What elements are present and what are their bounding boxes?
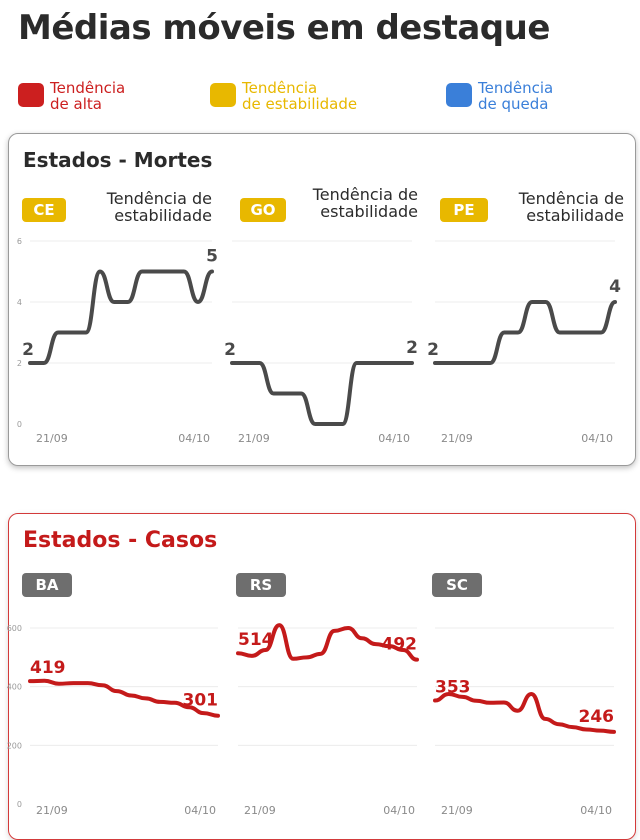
x-tick-label-ba-start: 21/09 xyxy=(36,804,68,817)
x-tick-label-rs-end: 04/10 xyxy=(383,804,415,817)
x-tick-label-sc-start: 21/09 xyxy=(441,804,473,817)
legend-label-estabilidade: Tendência de estabilidade xyxy=(242,79,358,113)
cases-panel-title: Estados - Casos xyxy=(23,528,218,553)
series-line-ce xyxy=(28,269,214,366)
deaths-panel: Estados - Mortes xyxy=(8,133,636,466)
legend-swatch-queda xyxy=(446,83,472,107)
end-value-label-ba: 301 xyxy=(183,691,219,711)
end-value-label-ce: 5 xyxy=(206,247,218,267)
x-tick-label-ba-end: 04/10 xyxy=(184,804,216,817)
y-tick-label-ba-400: 400 xyxy=(7,683,22,692)
series-line-go xyxy=(230,361,414,426)
start-value-label-go: 2 xyxy=(224,340,236,360)
badge-go: GO xyxy=(240,198,286,222)
badge-sc: SC xyxy=(432,573,482,597)
x-tick-label-go-start: 21/09 xyxy=(238,432,270,445)
y-tick-label-ce-0: 0 xyxy=(17,420,22,429)
series-line-sc xyxy=(433,692,616,734)
x-tick-label-go-end: 04/10 xyxy=(378,432,410,445)
x-tick-label-ce-end: 04/10 xyxy=(178,432,210,445)
x-tick-label-rs-start: 21/09 xyxy=(244,804,276,817)
y-tick-label-ba-200: 200 xyxy=(7,741,22,750)
legend-label-alta: Tendência de alta xyxy=(50,79,126,113)
legend-label-queda: Tendência de queda xyxy=(478,79,554,113)
x-tick-label-pe-start: 21/09 xyxy=(441,432,473,445)
y-tick-label-ce-4: 4 xyxy=(17,298,22,307)
trend-label-go: Tendência de estabilidade xyxy=(312,185,418,221)
badge-rs: RS xyxy=(236,573,286,597)
legend-item-queda: Tendência de queda xyxy=(446,80,553,112)
start-value-label-pe: 2 xyxy=(427,340,439,360)
end-value-label-pe: 4 xyxy=(609,277,621,297)
x-tick-label-ce-start: 21/09 xyxy=(36,432,68,445)
trend-label-pe: Tendência de estabilidade xyxy=(518,189,624,225)
badge-ce: CE xyxy=(22,198,66,222)
series-line-ba xyxy=(28,678,220,718)
deaths-panel-title: Estados - Mortes xyxy=(23,148,213,172)
series-line-rs xyxy=(236,623,419,662)
y-tick-label-ce-6: 6 xyxy=(17,237,22,246)
y-tick-label-ba-600: 600 xyxy=(7,624,22,633)
x-tick-label-sc-end: 04/10 xyxy=(580,804,612,817)
badge-pe: PE xyxy=(440,198,488,222)
end-value-label-sc: 246 xyxy=(579,707,615,727)
start-value-label-ce: 2 xyxy=(22,340,34,360)
x-tick-label-pe-end: 04/10 xyxy=(581,432,613,445)
series-line-pe xyxy=(433,300,617,366)
legend-swatch-estabilidade xyxy=(210,83,236,107)
legend-item-alta: Tendência de alta xyxy=(18,80,125,112)
legend-swatch-alta xyxy=(18,83,44,107)
legend-item-estabilidade: Tendência de estabilidade xyxy=(210,80,357,112)
badge-ba: BA xyxy=(22,573,72,597)
start-value-label-ba: 419 xyxy=(30,658,66,678)
start-value-label-sc: 353 xyxy=(435,677,471,697)
page-title: Médias móveis em destaque xyxy=(18,8,550,48)
end-value-label-go: 2 xyxy=(406,338,418,358)
y-tick-label-ba-0: 0 xyxy=(17,800,22,809)
trend-label-ce: Tendência de estabilidade xyxy=(106,189,212,225)
y-tick-label-ce-2: 2 xyxy=(17,359,22,368)
start-value-label-rs: 514 xyxy=(238,630,274,650)
end-value-label-rs: 492 xyxy=(382,635,418,655)
